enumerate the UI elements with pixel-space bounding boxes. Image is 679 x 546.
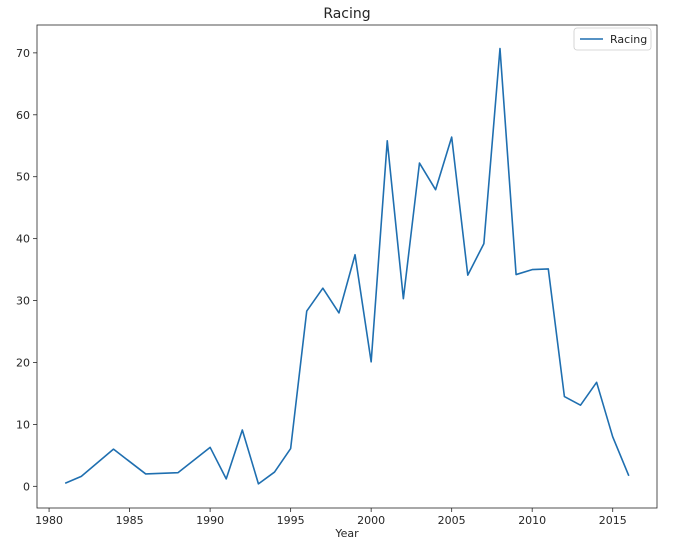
plot-area-frame xyxy=(36,24,658,509)
y-tick-label: 0 xyxy=(23,480,30,493)
y-tick-label: 10 xyxy=(16,418,30,431)
x-tick-label: 2005 xyxy=(438,514,466,527)
y-axis-ticks: 0 10 20 30 40 50 60 70 xyxy=(16,47,37,493)
legend-box xyxy=(573,27,652,51)
chart-title: Racing xyxy=(323,6,370,22)
x-tick-label: 1995 xyxy=(277,514,305,527)
y-tick-label: 70 xyxy=(16,47,30,60)
y-tick-label: 30 xyxy=(16,295,30,308)
series-line-racing xyxy=(64,47,630,485)
x-tick-label: 2015 xyxy=(599,514,627,527)
x-axis-title: Year xyxy=(334,527,359,540)
legend-label-racing: Racing xyxy=(610,33,647,46)
y-tick-label: 20 xyxy=(16,356,30,369)
y-tick-label: 50 xyxy=(16,171,30,184)
x-tick-label: 1990 xyxy=(196,514,224,527)
x-tick-label: 2010 xyxy=(518,514,546,527)
y-tick-label: 60 xyxy=(16,109,30,122)
y-tick-label: 40 xyxy=(16,233,30,246)
x-tick-label: 1985 xyxy=(116,514,144,527)
x-tick-label: 1980 xyxy=(35,514,63,527)
x-axis-ticks: 1980 1985 1990 1995 2000 2005 2010 2015 xyxy=(35,508,627,527)
legend: Racing xyxy=(573,27,652,51)
x-tick-label: 2000 xyxy=(357,514,385,527)
